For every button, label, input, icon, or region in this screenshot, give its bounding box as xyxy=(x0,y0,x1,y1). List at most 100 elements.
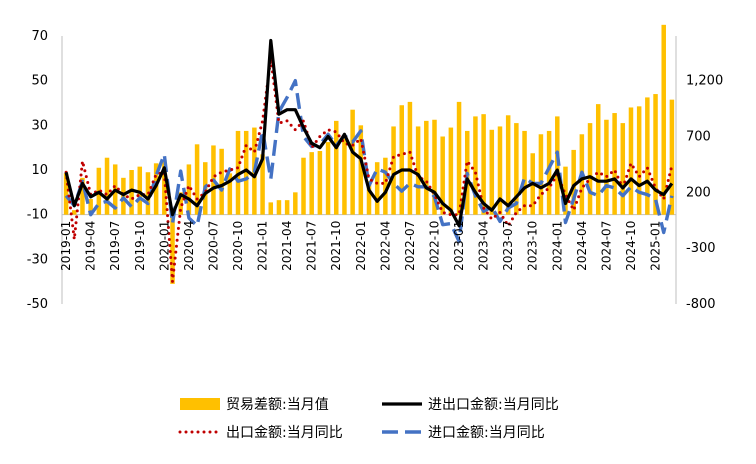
x-tick-label: 2023-07 xyxy=(501,221,515,271)
trade-balance-bar xyxy=(628,107,634,215)
x-tick-label: 2021-01 xyxy=(256,221,270,271)
trade-balance-bar xyxy=(374,162,380,215)
trade-balance-bar xyxy=(620,123,626,215)
x-tick-label: 2025-01 xyxy=(649,221,663,271)
trade-balance-bar xyxy=(481,114,486,215)
trade-balance-bar xyxy=(260,154,265,215)
legend-total-trade-yoy-label: 进出口金额:当月同比 xyxy=(428,397,559,413)
trade-balance-bar xyxy=(489,129,495,215)
left-tick-label: 70 xyxy=(31,29,48,44)
x-tick-label: 2021-10 xyxy=(329,221,343,271)
trade-balance-bar xyxy=(514,123,519,215)
x-tick-label: 2024-10 xyxy=(624,221,638,271)
trade-balance-bar xyxy=(563,166,568,215)
trade-balance-bar xyxy=(538,134,544,215)
trade-balance-bar xyxy=(522,130,527,215)
trade-balance-bar xyxy=(342,135,347,215)
trade-balance-bar xyxy=(72,210,77,215)
left-tick-label: -50 xyxy=(27,297,48,312)
trade-balance-bar xyxy=(276,200,282,215)
trade-balance-bar xyxy=(186,164,192,215)
trade-balance-bar xyxy=(162,159,167,215)
trade-balance-bar xyxy=(661,24,666,215)
x-tick-label: 2020-10 xyxy=(231,221,245,271)
x-tick-label: 2023-10 xyxy=(526,221,540,271)
trade-balance-bar xyxy=(334,120,339,215)
x-tick-label: 2019-10 xyxy=(133,221,147,271)
trade-balance-bar xyxy=(415,126,421,215)
left-tick-label: 30 xyxy=(31,118,48,133)
trade-balance-bar xyxy=(391,126,396,215)
trade-balance-bar xyxy=(153,163,159,215)
trade-balance-bar xyxy=(456,101,462,215)
legend-trade-balance-swatch xyxy=(180,398,220,410)
trade-balance-bar xyxy=(301,157,306,215)
right-tick-label: 200 xyxy=(686,185,711,200)
trade-balance-bar xyxy=(612,113,617,215)
x-tick-label: 2020-01 xyxy=(157,221,171,271)
x-tick-label: 2024-07 xyxy=(599,221,613,271)
trade-balance-bar xyxy=(399,105,404,215)
trade-balance-bar xyxy=(407,101,413,215)
trade-balance-bar xyxy=(325,142,331,215)
trade-balance-bar xyxy=(170,214,175,284)
trade-balance-bar xyxy=(243,130,249,215)
trade-balance-bar xyxy=(317,151,323,215)
trade-balance-bar xyxy=(448,127,454,215)
left-tick-label: -10 xyxy=(27,208,48,223)
trade-balance-bar xyxy=(350,109,355,215)
trade-balance-bar xyxy=(571,149,576,215)
trade-balance-bar xyxy=(129,170,134,215)
x-tick-label: 2019-07 xyxy=(108,221,122,271)
trade-balance-bar xyxy=(366,181,372,215)
x-tick-label: 2024-01 xyxy=(550,221,564,271)
trade-balance-bar xyxy=(497,126,503,215)
right-tick-label: 1,200 xyxy=(686,74,723,89)
trade-balance-bar xyxy=(178,192,183,215)
trade-balance-bar xyxy=(88,199,93,215)
x-tick-label: 2021-07 xyxy=(305,221,319,271)
trade-balance-bar xyxy=(284,200,290,215)
trade-balance-bar xyxy=(636,106,642,215)
x-tick-label: 2019-04 xyxy=(84,221,98,271)
x-tick-label: 2022-01 xyxy=(354,221,368,271)
trade-balance-bar xyxy=(546,130,552,215)
x-tick-label: 2019-01 xyxy=(59,221,73,271)
trade-balance-bar xyxy=(63,173,69,215)
trade-balance-bar xyxy=(432,119,437,215)
total-trade-yoy-line xyxy=(64,38,674,228)
trade-balance-bar xyxy=(424,120,429,215)
x-tick-label: 2022-07 xyxy=(403,221,417,271)
x-tick-label: 2023-04 xyxy=(477,221,491,271)
trade-balance-bar xyxy=(440,136,445,215)
trade-balance-bar xyxy=(194,144,200,215)
x-tick-label: 2024-04 xyxy=(575,221,589,271)
trade-balance-bar xyxy=(473,116,478,215)
trade-balance-bar xyxy=(309,152,314,215)
legend-export-yoy-label: 出口金额:当月同比 xyxy=(226,425,343,441)
trade-balance-bar xyxy=(104,157,110,215)
left-tick-label: -30 xyxy=(27,252,48,267)
trade-balance-bar xyxy=(227,173,233,215)
trade-balance-bar xyxy=(219,148,224,215)
x-tick-label: 2020-07 xyxy=(206,221,220,271)
x-tick-label: 2023-01 xyxy=(452,221,466,271)
trade-balance-bar xyxy=(595,104,601,215)
trade-balance-bar xyxy=(587,123,593,215)
legend-trade-balance-label: 贸易差额:当月值 xyxy=(226,397,329,413)
x-tick-label: 2021-04 xyxy=(280,221,294,271)
left-tick-label: 10 xyxy=(31,163,48,178)
right-tick-label: -300 xyxy=(686,241,716,256)
export-yoy-line xyxy=(64,56,674,284)
trade-balance-bar xyxy=(604,119,609,215)
legend-import-yoy-label: 进口金额:当月同比 xyxy=(428,425,545,441)
trade-balance-bar xyxy=(669,99,675,215)
left-tick-label: 50 xyxy=(31,74,48,89)
trade-balance-bar xyxy=(293,192,298,215)
trade-balance-bar xyxy=(505,115,511,215)
x-tick-label: 2020-04 xyxy=(182,221,196,271)
trade-balance-bar xyxy=(383,157,388,215)
trade-balance-bar xyxy=(645,97,650,215)
